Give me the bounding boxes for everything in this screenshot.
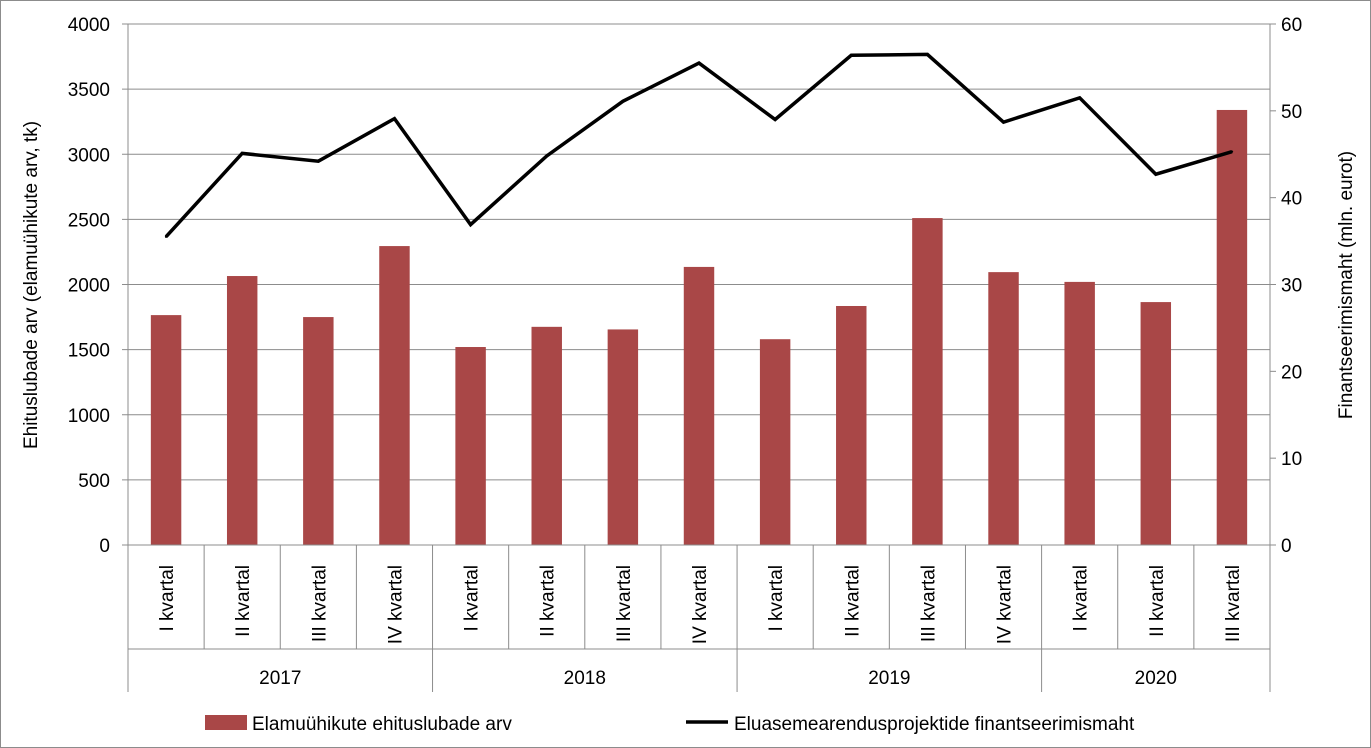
category-label: IV kvartal	[385, 565, 406, 644]
line-point	[1078, 96, 1081, 100]
y-right-tick-label: 0	[1281, 536, 1292, 557]
category-label: II kvartal	[1147, 565, 1168, 637]
line-point	[1154, 173, 1158, 176]
bar	[988, 272, 1019, 545]
y-left-tick-label: 3500	[68, 80, 110, 101]
line-point	[393, 117, 396, 120]
category-label: III kvartal	[1223, 565, 1244, 642]
category-label: IV kvartal	[690, 565, 711, 644]
category-label: I kvartal	[766, 565, 787, 632]
line-point	[926, 53, 929, 56]
axes: 0 500 1000 1500 2000 2500 3000 3500 4000 0 10 20 30 4…	[68, 15, 1302, 692]
bar	[150, 315, 182, 545]
line-point	[697, 61, 701, 65]
bar	[455, 347, 486, 545]
bar	[1216, 109, 1248, 545]
y-right-tick-label: 10	[1281, 449, 1302, 470]
line-path	[164, 52, 1233, 238]
category-label: IV kvartal	[995, 565, 1016, 644]
y-left-tick-label: 500	[78, 471, 110, 492]
y-left-tick-label: 1000	[68, 406, 110, 427]
bar-series	[150, 109, 1248, 546]
line-point	[621, 100, 625, 103]
legend-line-label: Eluasemearendusprojektide finantseerimis…	[734, 714, 1135, 735]
line-point	[545, 154, 548, 158]
bar	[836, 305, 867, 545]
bar	[531, 326, 562, 545]
group-label: 2017	[259, 668, 301, 689]
y-left-tick-label: 3000	[68, 145, 110, 166]
y-left-tick-label: 4000	[68, 15, 110, 36]
y-left-tick-label: 0	[99, 536, 110, 557]
bar	[607, 329, 639, 545]
y-left-tick-label: 2500	[68, 210, 110, 231]
y-right-tick-label: 20	[1281, 362, 1302, 383]
line-point	[1230, 150, 1234, 153]
group-label: 2019	[868, 668, 910, 689]
category-label: II kvartal	[842, 565, 863, 637]
line-point	[850, 54, 853, 57]
line-point	[773, 118, 777, 121]
category-label: III kvartal	[614, 565, 635, 642]
category-label: II kvartal	[538, 565, 559, 637]
y-axis-right-title: Finantseerimismaht (mln. eurot)	[1336, 151, 1357, 419]
group-label: 2020	[1135, 668, 1177, 689]
y-right-tick-label: 40	[1281, 189, 1302, 210]
legend-bar-label: Elamuühikute ehituslubade arv	[252, 714, 512, 735]
bar	[759, 339, 791, 545]
category-label: I kvartal	[157, 565, 178, 632]
y-left-tick-label: 2000	[68, 276, 110, 297]
line-point	[317, 159, 320, 163]
y-axis-left-title: Ehituslubade arv (elamuühikute arv, tk)	[21, 121, 42, 449]
bar	[379, 246, 410, 546]
category-label: III kvartal	[309, 565, 330, 642]
bar	[912, 218, 943, 545]
bar	[683, 266, 715, 545]
y-right-tick-label: 30	[1281, 276, 1302, 297]
bar	[1064, 281, 1095, 545]
bar	[1140, 302, 1172, 545]
line-point	[241, 152, 244, 155]
legend: Elamuühikute ehituslubade arv Eluasemear…	[205, 714, 1135, 735]
line-series	[164, 52, 1234, 238]
category-label: I kvartal	[462, 565, 483, 632]
legend-bar-swatch	[205, 715, 247, 730]
bar	[303, 317, 334, 545]
y-right-tick-label: 50	[1281, 102, 1302, 123]
y-left-tick-label: 1500	[68, 341, 110, 362]
bar	[226, 276, 258, 545]
group-label: 2018	[564, 668, 606, 689]
category-label: I kvartal	[1071, 565, 1092, 632]
y-right-tick-label: 60	[1281, 15, 1302, 36]
line-point	[469, 223, 472, 226]
line-point	[1002, 120, 1005, 124]
line-point	[164, 235, 168, 238]
category-label: III kvartal	[918, 565, 939, 642]
category-label: II kvartal	[233, 565, 254, 637]
